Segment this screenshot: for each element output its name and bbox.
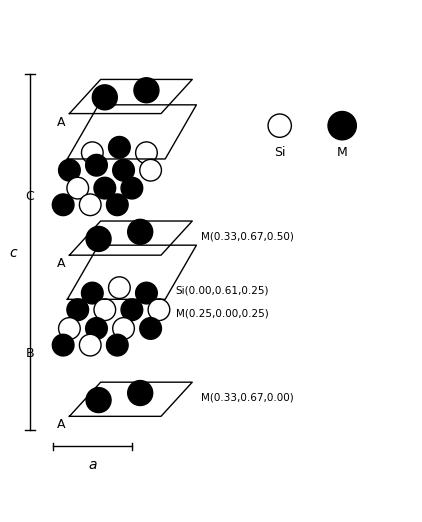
Circle shape bbox=[92, 85, 117, 110]
Text: a: a bbox=[88, 458, 97, 471]
Circle shape bbox=[128, 219, 153, 244]
Circle shape bbox=[135, 282, 157, 304]
Text: C: C bbox=[25, 190, 34, 203]
Circle shape bbox=[134, 78, 159, 103]
Circle shape bbox=[86, 317, 107, 339]
Circle shape bbox=[128, 381, 153, 406]
Text: M(0.33,0.67,0.00): M(0.33,0.67,0.00) bbox=[200, 392, 293, 402]
Circle shape bbox=[79, 194, 101, 216]
Circle shape bbox=[94, 299, 116, 321]
Circle shape bbox=[148, 299, 170, 321]
Circle shape bbox=[135, 142, 157, 163]
Text: M(0.33,0.67,0.50): M(0.33,0.67,0.50) bbox=[200, 231, 293, 241]
Circle shape bbox=[94, 177, 116, 199]
Text: A: A bbox=[57, 419, 65, 431]
Circle shape bbox=[328, 112, 356, 140]
Text: M: M bbox=[337, 147, 348, 160]
Text: Si(0.00,0.61,0.25): Si(0.00,0.61,0.25) bbox=[176, 286, 269, 296]
Text: A: A bbox=[57, 257, 65, 270]
Circle shape bbox=[113, 317, 134, 339]
Circle shape bbox=[59, 317, 80, 339]
Circle shape bbox=[52, 334, 74, 356]
Text: M(0.25,0.00,0.25): M(0.25,0.00,0.25) bbox=[176, 308, 268, 318]
Circle shape bbox=[113, 159, 134, 181]
Circle shape bbox=[52, 194, 74, 216]
Circle shape bbox=[86, 227, 111, 252]
Circle shape bbox=[108, 136, 130, 158]
Circle shape bbox=[67, 299, 89, 321]
Circle shape bbox=[140, 317, 162, 339]
Circle shape bbox=[67, 177, 89, 199]
Circle shape bbox=[121, 177, 143, 199]
Circle shape bbox=[106, 334, 128, 356]
Circle shape bbox=[59, 159, 80, 181]
Circle shape bbox=[86, 388, 111, 412]
Circle shape bbox=[79, 334, 101, 356]
Text: A: A bbox=[57, 116, 65, 128]
Text: Si: Si bbox=[274, 147, 285, 160]
Text: B: B bbox=[25, 347, 34, 360]
Circle shape bbox=[140, 159, 162, 181]
Text: c: c bbox=[9, 246, 17, 259]
Circle shape bbox=[108, 277, 130, 299]
Circle shape bbox=[86, 155, 107, 176]
Circle shape bbox=[106, 194, 128, 216]
Circle shape bbox=[81, 282, 103, 304]
Circle shape bbox=[81, 142, 103, 163]
Circle shape bbox=[121, 299, 143, 321]
Circle shape bbox=[268, 114, 291, 137]
